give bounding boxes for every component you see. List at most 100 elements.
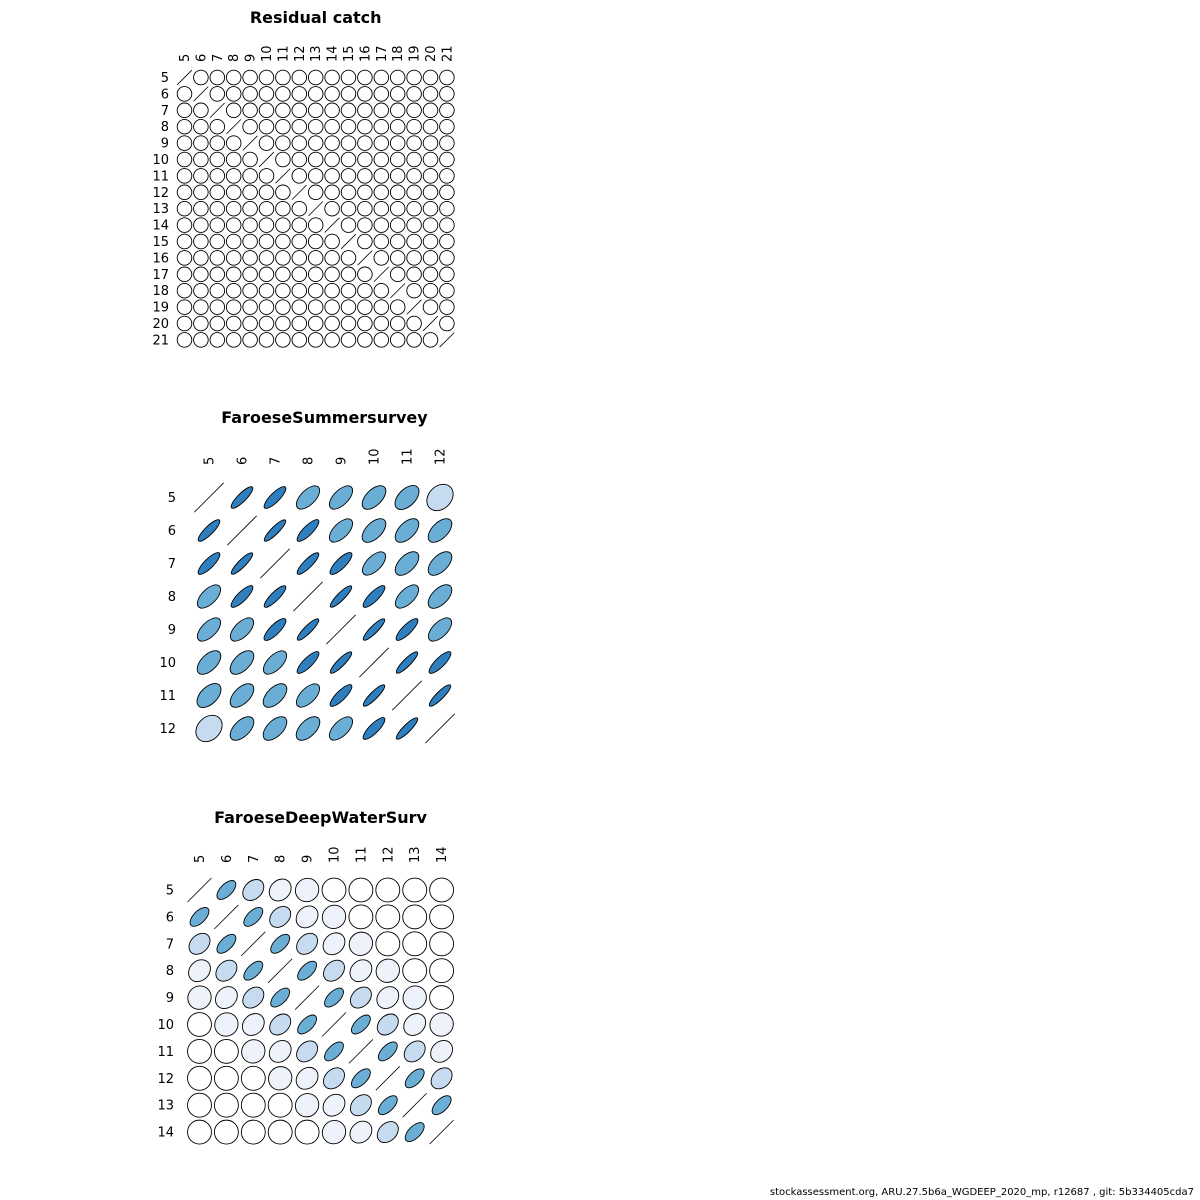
correlation-ellipse [176, 135, 193, 151]
correlation-ellipse [340, 184, 357, 201]
correlation-ellipse [307, 299, 324, 315]
correlation-panel: Residual catch55667788991010111112121313… [152, 8, 455, 348]
correlation-ellipse [225, 168, 242, 184]
correlation-ellipse [324, 266, 340, 283]
row-label: 11 [157, 1045, 174, 1060]
correlation-ellipse [295, 485, 321, 510]
correlation-ellipse [242, 200, 258, 217]
correlation-ellipse [209, 200, 226, 217]
row-label: 7 [161, 104, 169, 119]
diagonal-mark [406, 299, 422, 315]
correlation-ellipse [373, 86, 390, 102]
correlation-ellipse [340, 151, 357, 168]
correlation-ellipse [349, 959, 373, 983]
correlation-ellipse [291, 135, 308, 151]
correlation-ellipse [322, 932, 346, 956]
correlation-ellipse [307, 282, 324, 299]
correlation-ellipse [406, 118, 422, 135]
correlation-ellipse [294, 877, 320, 903]
correlation-ellipse [324, 332, 340, 348]
correlation-ellipse [291, 168, 308, 184]
column-label: 19 [408, 45, 423, 62]
correlation-ellipse [263, 618, 287, 641]
column-label: 11 [354, 846, 369, 863]
row-label: 13 [152, 202, 169, 217]
correlation-ellipse [373, 151, 390, 168]
diagonal-mark [209, 102, 225, 118]
correlation-ellipse [307, 332, 324, 348]
correlation-ellipse [225, 69, 242, 86]
correlation-ellipse [214, 1012, 239, 1037]
row-label: 9 [166, 991, 174, 1006]
correlation-ellipse [422, 69, 439, 86]
correlation-ellipse [394, 551, 420, 576]
correlation-ellipse [357, 118, 373, 135]
column-label: 7 [269, 457, 284, 465]
correlation-ellipse [176, 86, 193, 102]
correlation-ellipse [176, 282, 193, 299]
diagonal-mark [258, 151, 275, 168]
correlation-ellipse [324, 86, 340, 102]
correlation-ellipse [275, 86, 291, 102]
correlation-ellipse [193, 184, 209, 201]
column-label: 8 [227, 54, 242, 62]
correlation-ellipse [439, 151, 455, 168]
correlation-ellipse [389, 332, 406, 348]
correlation-ellipse [258, 86, 275, 102]
correlation-ellipse [395, 618, 419, 641]
column-label: 17 [375, 45, 390, 62]
correlation-ellipse [350, 1068, 371, 1089]
correlation-ellipse [275, 200, 291, 217]
correlation-ellipse [275, 250, 291, 266]
correlation-ellipse [373, 118, 390, 135]
correlation-ellipse [373, 69, 390, 86]
correlation-ellipse [307, 86, 324, 102]
correlation-ellipse [389, 233, 406, 250]
correlation-ellipse [389, 200, 406, 217]
correlation-ellipse [427, 617, 453, 642]
correlation-ellipse [406, 315, 422, 332]
correlation-ellipse [193, 135, 209, 151]
diagonal-mark [357, 250, 373, 266]
correlation-ellipse [422, 102, 439, 119]
correlation-ellipse [357, 200, 373, 217]
correlation-ellipse [389, 184, 406, 201]
diagonal-mark [422, 315, 439, 332]
correlation-ellipse [373, 102, 390, 119]
correlation-ellipse [213, 1065, 239, 1091]
correlation-ellipse [291, 151, 308, 168]
row-label: 12 [157, 1072, 174, 1087]
correlation-ellipse [439, 69, 455, 86]
correlation-ellipse [295, 1066, 319, 1090]
correlation-ellipse [406, 151, 422, 168]
correlation-ellipse [324, 168, 340, 184]
correlation-ellipse [422, 86, 439, 102]
correlation-ellipse [322, 1093, 346, 1117]
correlation-ellipse [431, 1095, 452, 1116]
diagonal-mark [359, 647, 389, 678]
diagonal-mark [227, 515, 257, 546]
correlation-ellipse [357, 69, 373, 86]
correlation-ellipse [242, 86, 258, 102]
correlation-ellipse [361, 551, 387, 576]
correlation-ellipse [225, 102, 242, 119]
correlation-ellipse [270, 933, 291, 954]
correlation-ellipse [275, 299, 291, 315]
correlation-ellipse [297, 1014, 318, 1035]
correlation-ellipse [357, 233, 373, 250]
correlation-ellipse [406, 135, 422, 151]
correlation-ellipse [422, 118, 439, 135]
correlation-ellipse [349, 1094, 372, 1117]
correlation-ellipse [216, 933, 237, 954]
row-label: 21 [152, 333, 169, 348]
diagonal-mark [326, 614, 356, 645]
correlation-ellipse [258, 332, 275, 348]
correlation-ellipse [402, 877, 428, 903]
diagonal-mark [293, 581, 323, 612]
correlation-ellipse [296, 651, 320, 674]
correlation-ellipse [422, 282, 439, 299]
correlation-ellipse [324, 250, 340, 266]
correlation-ellipse [323, 1067, 345, 1090]
correlation-ellipse [439, 250, 455, 266]
row-label: 17 [152, 268, 169, 283]
